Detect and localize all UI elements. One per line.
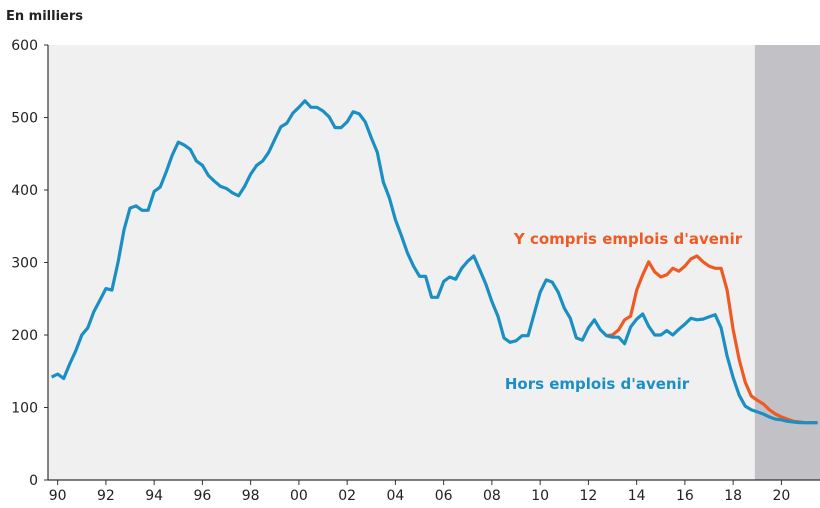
y-axis-label: En milliers	[6, 9, 83, 24]
x-tick-label: 14	[628, 488, 646, 504]
x-tick-label: 02	[338, 488, 356, 504]
y-tick-label: 200	[11, 328, 38, 344]
series-line	[50, 99, 818, 425]
x-tick-label: 04	[386, 488, 404, 504]
x-tick-label: 06	[435, 488, 453, 504]
y-tick-label: 100	[11, 401, 38, 417]
series-label: Y compris emplois d'avenir	[513, 230, 743, 248]
y-tick-label: 300	[11, 256, 38, 272]
x-tick-label: 12	[579, 488, 597, 504]
plot-background	[48, 45, 820, 480]
x-tick-label: 18	[724, 488, 742, 504]
x-tick-label: 96	[193, 488, 211, 504]
x-tick-label: 92	[97, 488, 115, 504]
x-tick-label: 16	[676, 488, 694, 504]
y-tick-label: 600	[11, 38, 38, 54]
x-tick-label: 98	[242, 488, 260, 504]
y-tick-label: 500	[11, 111, 38, 127]
x-tick-label: 20	[772, 488, 790, 504]
y-tick-label: 0	[29, 473, 38, 489]
x-tick-label: 90	[49, 488, 67, 504]
x-tick-label: 00	[290, 488, 308, 504]
x-tick-label: 08	[483, 488, 501, 504]
x-tick-label: 10	[531, 488, 549, 504]
x-tick-label: 94	[145, 488, 163, 504]
y-tick-label: 400	[11, 183, 38, 199]
series-line	[606, 254, 818, 425]
series-label: Hors emplois d'avenir	[505, 375, 690, 393]
